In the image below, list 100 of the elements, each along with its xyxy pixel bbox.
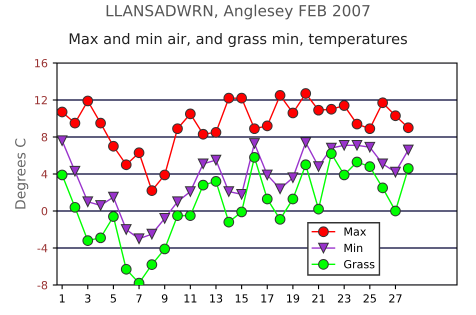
y-axis-title: Degrees C (15, 138, 28, 209)
point (402, 144, 414, 156)
point (184, 210, 196, 221)
point (70, 166, 80, 177)
point (377, 97, 388, 108)
point (313, 204, 324, 214)
x-tick-label: 5 (110, 294, 116, 303)
point (249, 152, 260, 163)
x-tick-label: 1 (60, 294, 65, 302)
point (338, 100, 350, 111)
x-tick-label: 11 (184, 294, 196, 302)
point (313, 161, 324, 172)
x-tick-label: 13 (210, 294, 222, 303)
point (57, 106, 68, 118)
point (300, 159, 312, 170)
point (184, 186, 196, 197)
y-tick-label: -4 (37, 244, 48, 252)
point (184, 108, 196, 120)
point (82, 196, 94, 208)
point (146, 228, 158, 240)
x-tick-label: 25 (364, 294, 376, 303)
point (108, 140, 119, 152)
point (352, 156, 362, 168)
point (402, 163, 414, 174)
point (120, 264, 132, 275)
point (223, 186, 234, 197)
x-tick-label: 9 (162, 294, 168, 303)
x-tick-label: 3 (85, 294, 90, 303)
point (262, 170, 273, 180)
point (120, 224, 132, 235)
point (159, 244, 170, 254)
x-tick-label: 19 (287, 294, 300, 303)
point (210, 154, 222, 166)
x-tick-label: 27 (389, 294, 402, 302)
legend-label: Min (344, 244, 362, 252)
point (82, 235, 94, 246)
point (390, 206, 401, 216)
point (159, 213, 170, 224)
x-tick-label: 7 (136, 294, 142, 302)
point (262, 194, 273, 204)
point (288, 194, 298, 204)
x-tick-label: 21 (312, 294, 325, 302)
point (338, 140, 350, 151)
x-tick-label: 15 (236, 294, 248, 303)
point (274, 214, 286, 225)
point (172, 196, 183, 208)
point (262, 120, 273, 132)
x-tick-label: 17 (261, 294, 274, 302)
point (172, 210, 183, 221)
point (249, 138, 260, 149)
point (300, 137, 312, 148)
point (300, 88, 312, 99)
point (70, 118, 80, 128)
point (352, 140, 362, 151)
point (249, 123, 260, 134)
point (236, 92, 247, 104)
point (57, 170, 68, 180)
point (236, 189, 247, 200)
point (146, 259, 158, 270)
point (134, 233, 144, 244)
y-tick-label: 4 (41, 170, 48, 178)
point (223, 92, 234, 104)
legend-label: Max (344, 228, 366, 236)
point (57, 135, 68, 146)
point (313, 104, 324, 116)
point (352, 118, 362, 130)
point (95, 232, 106, 244)
point (198, 180, 208, 190)
legend-label: Grass (344, 260, 374, 268)
point (402, 122, 414, 134)
y-tick-label: 16 (35, 58, 48, 68)
point (82, 96, 94, 106)
point (223, 216, 234, 228)
chart-title: LLANSADWRN, Anglesey FEB 2007 (106, 4, 370, 20)
point (108, 211, 119, 222)
point (274, 90, 286, 101)
point (95, 118, 106, 128)
point (377, 182, 388, 194)
point (364, 123, 376, 134)
point (210, 127, 222, 138)
point (288, 172, 298, 184)
point (338, 170, 350, 180)
point (274, 183, 286, 194)
point (390, 166, 401, 178)
y-tick-label: 8 (42, 132, 48, 142)
point (198, 128, 208, 140)
point (326, 148, 337, 159)
y-tick-label: 0 (42, 206, 48, 216)
point (236, 206, 247, 218)
y-tick-label: 12 (35, 96, 47, 104)
point (326, 104, 337, 115)
point (390, 110, 401, 122)
x-tick-label: 23 (338, 294, 350, 303)
point (364, 142, 376, 153)
y-tick-label: -8 (37, 280, 48, 290)
point (288, 108, 298, 118)
point (120, 159, 132, 170)
point (146, 185, 158, 196)
point (377, 158, 388, 170)
point (172, 123, 183, 134)
